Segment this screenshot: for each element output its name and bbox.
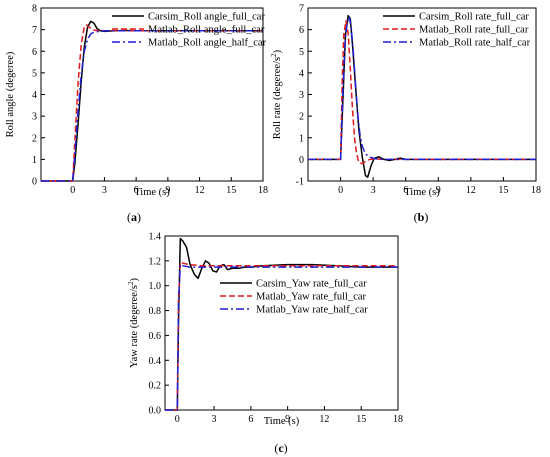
legend-label: Matlab_Roll rate_half_car [419,38,531,49]
x-tick-label: 15 [226,185,236,196]
y-tick-label: 1.0 [149,281,162,292]
y-tick-label: 1 [32,155,37,166]
y-tick-label: 0 [299,155,304,166]
x-axis-label: Time (s) [404,187,440,198]
y-tick-label: 0 [32,177,37,188]
panel-caption: (a) [127,210,141,224]
plot-frame [164,235,399,411]
x-tick-label: 15 [356,414,366,425]
y-tick-label: -1 [296,177,304,188]
x-tick-label: 0 [338,185,343,196]
y-tick-label: 4 [299,68,304,79]
x-tick-label: 3 [102,185,107,196]
y-tick-label: 1 [299,133,304,144]
y-tick-label: 0.2 [149,381,162,392]
x-tick-label: 6 [134,185,139,196]
legend-label: Matlab_Yaw rate_full_car [256,292,367,303]
y-tick-label: 3 [32,112,37,123]
y-tick-label: 4 [32,90,37,101]
series-line [308,20,536,165]
y-tick-label: 0.8 [149,306,162,317]
y-tick-label: 1.4 [149,232,162,243]
x-tick-label: 9 [285,414,290,425]
x-tick-label: 18 [258,185,268,196]
series-line [165,237,398,411]
legend-label: Carsim_Roll rate_full_car [419,12,529,23]
x-axis-label: Time (s) [134,187,170,198]
x-tick-label: 6 [248,414,253,425]
y-tick-label: 6 [32,47,37,58]
series-line [41,29,263,182]
x-tick-label: 12 [195,185,205,196]
y-axis-label: Roll angle (degeree) [5,51,16,137]
x-tick-label: 3 [371,185,376,196]
y-tick-label: 1.2 [149,256,162,267]
x-tick-label: 12 [466,185,476,196]
x-tick-label: 0 [70,185,75,196]
panel-caption: (c) [274,441,287,455]
y-tick-label: 7 [299,4,304,15]
y-tick-label: 5 [299,47,304,58]
y-tick-label: 0.6 [149,331,162,342]
y-tick-label: 2 [32,133,37,144]
legend-label: Matlab_Roll rate_full_car [419,25,529,36]
x-tick-label: 15 [498,185,508,196]
x-tick-label: 12 [319,414,329,425]
y-axis-label: Roll rate (degeree/s2) [270,49,283,139]
y-tick-label: 6 [299,25,304,36]
legend-label: Matlab_Roll angle_half_car [148,38,267,49]
y-tick-label: 2 [299,112,304,123]
x-tick-label: 18 [531,185,541,196]
x-tick-label: 0 [175,414,180,425]
x-tick-label: 18 [393,414,403,425]
x-tick-label: 9 [436,185,441,196]
series-line [308,15,536,161]
y-tick-label: 0.0 [149,406,162,417]
x-axis-label: Time (s) [264,416,300,427]
legend-label: Matlab_Roll angle_full_car [148,25,265,36]
x-tick-label: 9 [165,185,170,196]
chart-panel: 0 3 6 9 12 15 18 0.0 0.2 0.4 0.6 0.8 1.0 1.2 1.4 Time (… [127,232,403,456]
panel-caption: (b) [414,210,429,224]
y-tick-label: 7 [32,25,37,36]
y-axis-label: Yaw rate (degeree/s2) [127,278,140,368]
x-tick-label: 3 [212,414,217,425]
x-tick-label: 6 [403,185,408,196]
legend-label: Carsim_Roll angle_full_car [148,12,265,23]
y-tick-label: 8 [32,4,37,15]
legend-label: Carsim_Yaw rate_full_car [256,279,367,290]
legend-label: Matlab_Yaw rate_half_car [256,305,368,316]
y-tick-label: 5 [32,68,37,79]
y-tick-label: 0.4 [149,356,162,367]
y-tick-label: 3 [299,90,304,101]
series-line [165,263,398,411]
